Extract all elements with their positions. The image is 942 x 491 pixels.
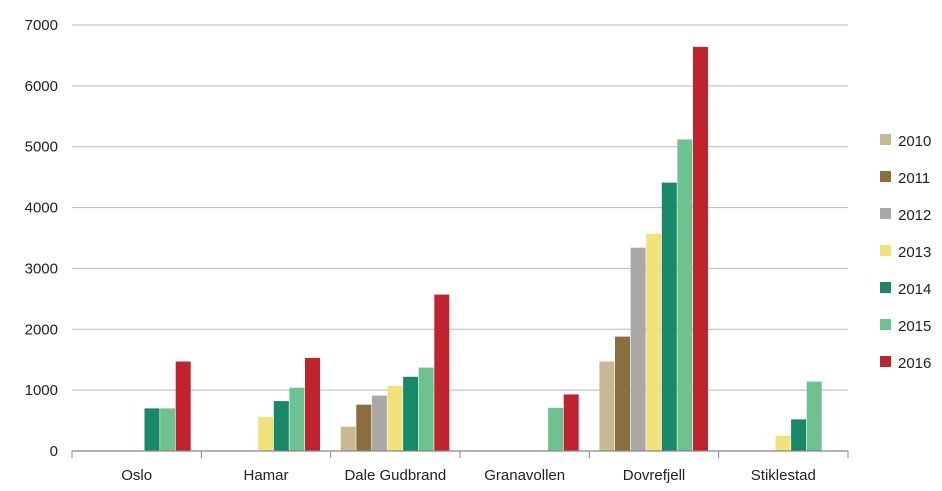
bars <box>144 46 822 452</box>
bar <box>806 381 822 451</box>
bar <box>791 419 807 451</box>
x-tick-label: Hamar <box>243 467 288 484</box>
bar <box>599 361 615 451</box>
gridlines <box>72 24 848 391</box>
y-tick-label: 0 <box>50 443 58 460</box>
bar <box>775 435 791 451</box>
x-tick-label: Oslo <box>121 467 152 484</box>
bar <box>305 357 320 451</box>
bar <box>630 247 646 451</box>
bar <box>677 139 693 451</box>
bar <box>615 336 630 451</box>
legend-swatch <box>880 245 891 256</box>
bar <box>356 404 372 451</box>
bar <box>160 408 176 451</box>
bar <box>661 182 677 451</box>
legend-swatch <box>880 134 891 145</box>
legend-swatch <box>880 319 891 330</box>
legend-swatch <box>880 356 891 367</box>
legend-label: 2016 <box>898 355 931 372</box>
bar <box>693 46 708 452</box>
bar <box>175 361 191 451</box>
legend-label: 2013 <box>898 244 931 261</box>
bar <box>646 233 662 451</box>
x-tick-label: Dovrefjell <box>623 467 686 484</box>
y-tick-label: 4000 <box>25 200 58 217</box>
bar <box>387 385 403 451</box>
y-tick-label: 3000 <box>25 260 58 277</box>
y-tick-label: 5000 <box>25 139 58 156</box>
y-tick-label: 2000 <box>25 321 58 338</box>
bar <box>434 294 450 451</box>
legend-swatch <box>880 171 891 182</box>
bar <box>144 408 160 451</box>
legend-swatch <box>880 282 891 293</box>
legend-swatch <box>880 208 891 219</box>
bar <box>289 387 305 451</box>
y-axis: 0 1000 2000 3000 4000 5000 6000 7000 <box>25 17 58 460</box>
x-tick-label: Stiklestad <box>751 467 816 484</box>
x-tick-label: Granavollen <box>484 467 565 484</box>
legend-label: 2015 <box>898 318 931 335</box>
y-tick-label: 6000 <box>25 78 58 95</box>
bar <box>340 426 356 451</box>
bar <box>418 367 434 451</box>
legend-label: 2012 <box>898 207 931 224</box>
legend-label: 2010 <box>898 133 931 150</box>
legend-label: 2011 <box>898 170 930 187</box>
bar <box>548 407 564 451</box>
x-axis: Oslo Hamar Dale Gudbrand Granavollen Dovrefj… <box>71 450 849 484</box>
bar <box>563 394 579 451</box>
bar <box>371 395 387 451</box>
legend-label: 2014 <box>898 281 931 298</box>
y-tick-label: 1000 <box>25 382 58 399</box>
bar <box>273 401 289 451</box>
y-tick-label: 7000 <box>25 17 58 34</box>
x-tick-label: Dale Gudbrand <box>344 467 446 484</box>
bar <box>403 376 419 451</box>
legend: 2010 2011 2012 2013 2014 2015 2016 <box>880 133 931 372</box>
bar <box>258 416 274 451</box>
